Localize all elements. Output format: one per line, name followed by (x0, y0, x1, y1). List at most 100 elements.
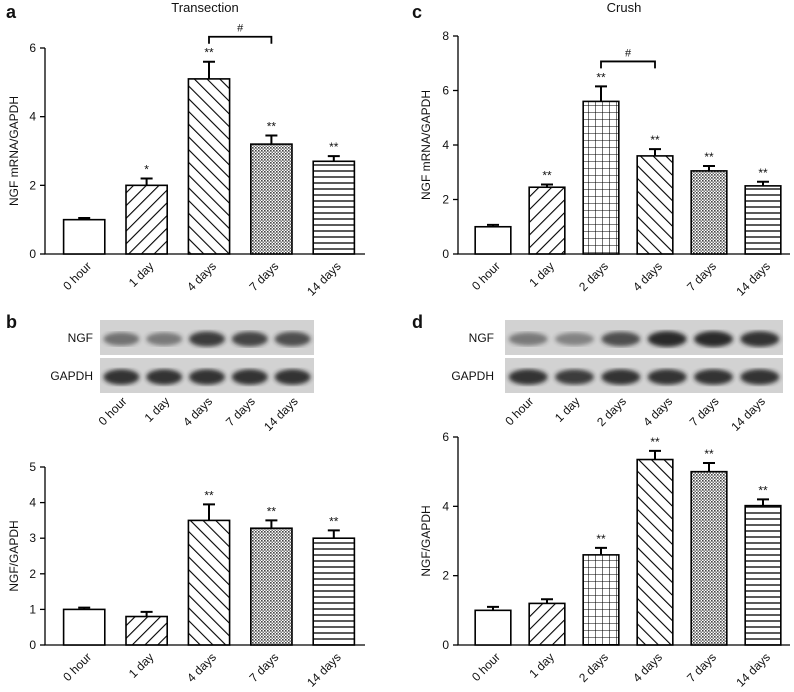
x-tick-label: 7 days (246, 259, 281, 294)
significance: ** (204, 46, 214, 60)
bar (528, 186, 566, 255)
error-bar (541, 598, 553, 604)
chart-title: Crush (607, 0, 642, 15)
significance: ** (704, 150, 714, 164)
error-bar (140, 610, 153, 617)
bar (690, 470, 728, 646)
significance: ** (650, 133, 660, 147)
y-axis-label: NGF/GAPDH (7, 520, 21, 591)
y-tick-label: 4 (442, 499, 449, 513)
x-tick-label: 7 days (684, 259, 719, 294)
blot-band (647, 369, 687, 385)
axis-line (457, 36, 790, 255)
error-bar (265, 519, 278, 529)
y-tick-label: 6 (442, 430, 449, 444)
bar (62, 608, 106, 646)
bar (125, 184, 168, 255)
panel-label: c (412, 2, 422, 22)
y-tick-label: 0 (29, 247, 36, 261)
error-bar (203, 503, 215, 521)
bar (744, 504, 782, 646)
blot-band (231, 369, 268, 385)
error-bar (649, 148, 661, 156)
lane-label: 4 days (640, 394, 675, 429)
bracket-label: # (625, 47, 632, 59)
bar (187, 78, 231, 255)
lane-label: 14 days (261, 394, 301, 434)
bar (636, 458, 674, 646)
blot-band (274, 369, 311, 385)
x-tick-label: 14 days (733, 650, 773, 690)
blot-band (555, 369, 594, 385)
significance: ** (758, 483, 768, 497)
blot-band (601, 331, 641, 347)
lane-label: 0 hour (96, 394, 130, 428)
y-axis-label: NGF mRNA/GAPDH (419, 90, 433, 200)
bar (474, 609, 512, 646)
y-tick-label: 4 (29, 496, 36, 510)
bar (582, 100, 620, 255)
blot-strip (505, 358, 783, 393)
significance: * (144, 162, 149, 176)
x-tick-label: 1 day (126, 259, 157, 290)
lane-label: 1 day (142, 394, 173, 425)
blot-band (146, 369, 183, 385)
error-bar (757, 180, 769, 186)
bar (250, 527, 293, 646)
error-bar (703, 164, 715, 171)
y-tick-label: 8 (442, 29, 449, 43)
bracket-label: # (237, 23, 244, 35)
blot-band (647, 331, 687, 347)
bar (250, 143, 293, 255)
y-tick-label: 6 (29, 41, 36, 55)
error-bar (265, 134, 278, 145)
bar (474, 225, 512, 255)
x-tick-label: 4 days (630, 650, 665, 685)
lane-label: 0 hour (502, 394, 536, 428)
y-tick-label: 2 (442, 569, 449, 583)
significance: ** (204, 488, 214, 502)
blot-band (740, 331, 780, 347)
significance: ** (267, 504, 277, 518)
blot-row-label: NGF (469, 331, 494, 345)
y-tick-label: 4 (442, 138, 449, 152)
blot-band (189, 331, 225, 347)
lane-label: 14 days (728, 394, 768, 434)
error-bar (327, 529, 340, 539)
lane-label: 7 days (687, 394, 722, 429)
bar (636, 155, 674, 255)
y-tick-label: 4 (29, 110, 36, 124)
lane-label: 1 day (552, 394, 583, 425)
x-tick-label: 1 day (126, 650, 157, 681)
lane-label: 2 days (594, 394, 629, 429)
bar (312, 537, 356, 646)
y-tick-label: 5 (29, 460, 36, 474)
error-bar (140, 177, 153, 186)
significance-bracket (600, 60, 656, 69)
blot-row-label: GAPDH (451, 369, 494, 383)
error-bar (487, 223, 499, 227)
x-tick-label: 0 hour (469, 259, 503, 293)
error-bar (595, 546, 607, 555)
significance: ** (650, 435, 660, 449)
x-tick-label: 0 hour (469, 650, 503, 684)
blot-band (694, 369, 733, 385)
panel-label: d (412, 312, 423, 332)
chart-title: Transection (171, 0, 238, 15)
y-tick-label: 0 (442, 638, 449, 652)
significance: ** (758, 166, 768, 180)
lane-label: 7 days (223, 394, 258, 429)
bar (312, 160, 356, 255)
blot-band (508, 369, 548, 385)
x-tick-label: 4 days (184, 259, 219, 294)
blot-band (740, 369, 780, 385)
blot-band (103, 369, 140, 385)
bar (690, 170, 728, 255)
y-tick-label: 6 (442, 84, 449, 98)
y-tick-label: 1 (29, 602, 36, 616)
x-tick-label: 2 days (576, 259, 611, 294)
blot-band (694, 331, 733, 347)
blot-strip (505, 320, 783, 355)
bar (528, 602, 566, 646)
